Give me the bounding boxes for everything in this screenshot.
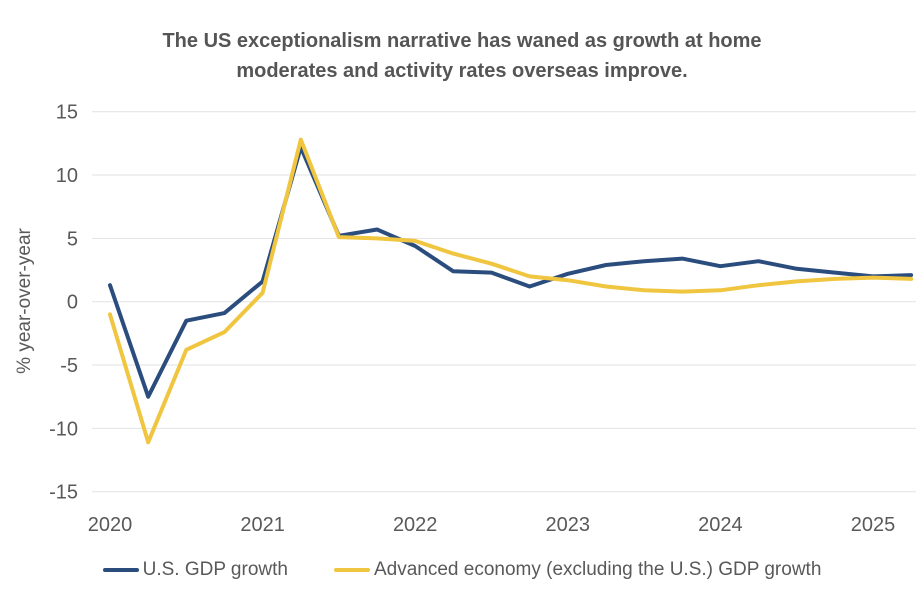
legend-item-us-gdp: U.S. GDP growth: [102, 559, 288, 581]
legend-item-advanced-economy: Advanced economy (excluding the U.S.) GD…: [333, 559, 822, 581]
x-tick-label: 2023: [546, 514, 591, 536]
y-tick-label: -10: [49, 418, 78, 440]
series-line-us-gdp: [108, 145, 914, 399]
legend-label-us-gdp: U.S. GDP growth: [142, 559, 288, 580]
series-line-advanced-economy: [108, 137, 914, 445]
y-tick-label: -15: [49, 482, 78, 504]
y-tick-label: 10: [56, 165, 78, 187]
y-tick-label: -5: [60, 355, 78, 377]
x-tick-label: 2025: [851, 514, 896, 536]
x-tick-label: 2024: [698, 514, 743, 536]
x-tick-label: 2020: [88, 514, 133, 536]
y-tick-label: 5: [67, 228, 78, 250]
legend-swatch-us-gdp-icon: [102, 568, 139, 572]
legend: U.S. GDP growth Advanced economy (exclud…: [0, 559, 924, 581]
legend-swatch-advanced-economy-icon: [333, 568, 370, 572]
chart-title: The US exceptionalism narrative has wane…: [162, 30, 762, 82]
y-tick-label: 15: [56, 102, 78, 124]
x-tick-label: 2021: [240, 514, 285, 536]
legend-label-advanced-economy: Advanced economy (excluding the U.S.) GD…: [373, 559, 822, 580]
y-tick-label: 0: [67, 292, 78, 314]
y-axis-title: % year-over-year: [14, 227, 35, 373]
x-tick-label: 2022: [393, 514, 438, 536]
